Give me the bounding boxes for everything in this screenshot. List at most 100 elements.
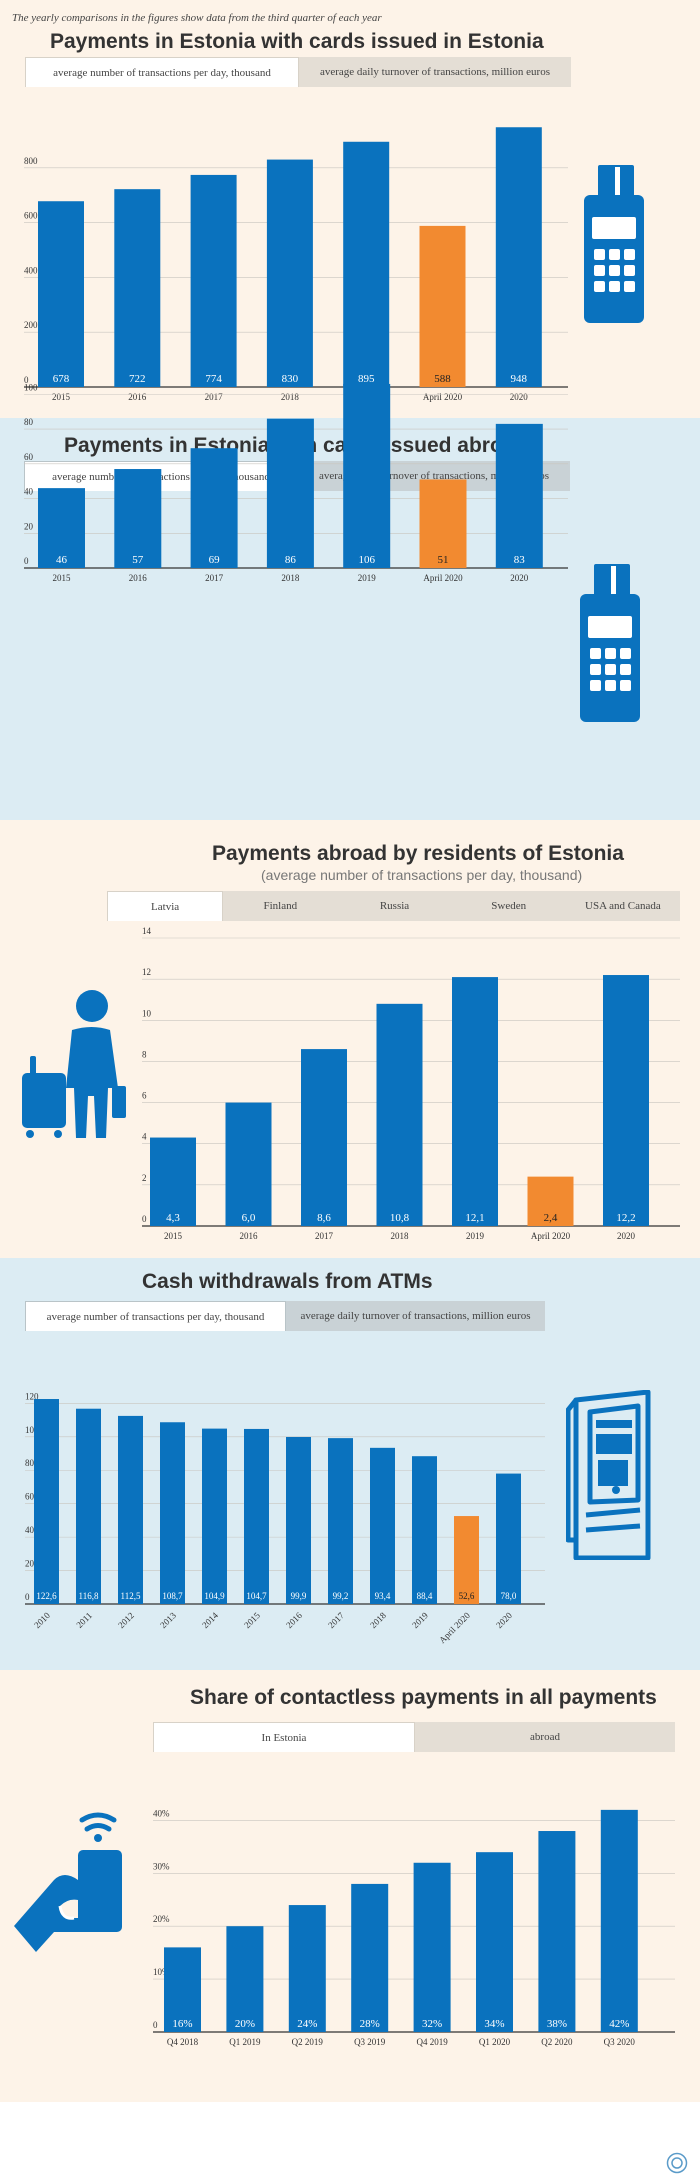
bar[interactable] bbox=[76, 1408, 101, 1604]
bar[interactable] bbox=[114, 189, 161, 387]
data-label: 34% bbox=[484, 2018, 504, 2030]
bar[interactable] bbox=[286, 1436, 311, 1604]
tab-latvia[interactable]: Latvia bbox=[107, 891, 224, 921]
data-label: 106 bbox=[358, 554, 375, 566]
bar[interactable] bbox=[370, 1447, 395, 1604]
bar[interactable] bbox=[244, 1428, 269, 1604]
data-label: 948 bbox=[511, 373, 528, 385]
x-tick-label: 2013 bbox=[158, 1610, 178, 1630]
bar[interactable] bbox=[495, 127, 542, 388]
card-terminal-icon bbox=[580, 564, 640, 722]
bar[interactable] bbox=[376, 1003, 423, 1226]
x-tick-label: 2016 bbox=[284, 1610, 304, 1630]
y-tick-label: 40 bbox=[24, 487, 34, 497]
y-tick-label: 600 bbox=[24, 211, 38, 221]
bar[interactable] bbox=[288, 1905, 326, 2032]
data-label: 2,4 bbox=[544, 1212, 558, 1224]
bar[interactable] bbox=[476, 1852, 513, 2032]
y-tick-label: 20 bbox=[25, 1559, 35, 1569]
bank-logo-icon bbox=[666, 2152, 688, 2174]
y-tick-label: 200 bbox=[24, 320, 38, 330]
x-tick-label: 2020 bbox=[494, 1610, 514, 1630]
bar[interactable] bbox=[118, 1415, 143, 1604]
x-tick-label: Q3 2020 bbox=[604, 2037, 636, 2047]
y-tick-label: 0 bbox=[153, 2020, 158, 2030]
tab-finland[interactable]: Finland bbox=[223, 891, 338, 921]
bar[interactable] bbox=[301, 1049, 347, 1226]
bar[interactable] bbox=[190, 174, 237, 387]
bar-chart: 0 2 4 6 8 10 12 14 4,3 2015 6,0 2016 8,6 2017 10,8 2018… bbox=[142, 926, 680, 1241]
x-tick-label: 2012 bbox=[116, 1610, 136, 1630]
bar[interactable] bbox=[495, 423, 543, 568]
bar[interactable] bbox=[419, 225, 466, 387]
x-tick-label: 2018 bbox=[368, 1610, 388, 1630]
data-label: 116,8 bbox=[79, 1591, 99, 1601]
bar[interactable] bbox=[412, 1456, 437, 1604]
bar[interactable] bbox=[38, 201, 84, 387]
data-label: 42% bbox=[609, 2018, 629, 2030]
tab-transactions[interactable]: average number of transactions per day, … bbox=[25, 1301, 286, 1331]
x-tick-label: 2015 bbox=[242, 1610, 262, 1630]
data-label: 88,4 bbox=[417, 1591, 433, 1601]
data-label: 99,9 bbox=[291, 1591, 307, 1601]
tab-abroad[interactable]: abroad bbox=[415, 1722, 675, 1752]
tab-transactions[interactable]: average number of transactions per day, … bbox=[25, 57, 299, 87]
section-subtitle: (average number of transactions per day,… bbox=[261, 867, 583, 883]
tab-usa-canada[interactable]: USA and Canada bbox=[565, 891, 681, 921]
bar[interactable] bbox=[114, 469, 162, 568]
data-label: 38% bbox=[547, 2018, 567, 2030]
x-tick-label: 2011 bbox=[74, 1610, 94, 1630]
bar[interactable] bbox=[266, 159, 313, 387]
bar[interactable] bbox=[413, 1862, 451, 2032]
data-label: 12,2 bbox=[616, 1212, 635, 1224]
bar[interactable] bbox=[190, 448, 238, 568]
bar[interactable] bbox=[527, 1176, 574, 1226]
bar-chart: 0 20 40 60 80 100 120 122,6 2010 116,8 2011 112,5 20… bbox=[25, 1391, 545, 1645]
bar[interactable] bbox=[266, 418, 314, 568]
bar[interactable] bbox=[160, 1422, 185, 1604]
bar[interactable] bbox=[202, 1428, 227, 1604]
x-tick-label: Q2 2019 bbox=[292, 2037, 324, 2047]
y-tick-label: 100 bbox=[25, 1425, 39, 1435]
data-label: 99,2 bbox=[333, 1591, 349, 1601]
y-tick-label: 0 bbox=[142, 1214, 147, 1224]
bar[interactable] bbox=[343, 141, 390, 387]
data-label: 20% bbox=[235, 2018, 255, 2030]
bar[interactable] bbox=[496, 1473, 521, 1604]
bar[interactable] bbox=[225, 1102, 272, 1226]
bar[interactable] bbox=[603, 975, 649, 1226]
x-tick-label: 2018 bbox=[281, 573, 300, 583]
data-label: 722 bbox=[129, 373, 146, 385]
bar[interactable] bbox=[38, 488, 85, 568]
bar[interactable] bbox=[419, 479, 467, 568]
x-tick-label: 2019 bbox=[358, 573, 377, 583]
bar[interactable] bbox=[226, 1926, 264, 2032]
bar[interactable] bbox=[452, 977, 498, 1226]
bar[interactable] bbox=[343, 383, 391, 568]
card-terminal-icon bbox=[584, 165, 644, 323]
bar[interactable] bbox=[34, 1399, 59, 1604]
bar[interactable] bbox=[150, 1137, 196, 1226]
metric-tabs: average number of transactions per day, … bbox=[25, 1301, 545, 1331]
bar[interactable] bbox=[351, 1883, 389, 2032]
tab-turnover[interactable]: average daily turnover of transactions, … bbox=[286, 1301, 545, 1331]
bar[interactable] bbox=[538, 1831, 576, 2032]
bar[interactable] bbox=[328, 1438, 353, 1604]
bar[interactable] bbox=[454, 1516, 479, 1604]
y-tick-label: 400 bbox=[24, 265, 38, 275]
tab-turnover[interactable]: average daily turnover of transactions, … bbox=[299, 57, 571, 87]
data-label: 93,4 bbox=[375, 1591, 391, 1601]
bar[interactable] bbox=[600, 1809, 638, 2032]
data-label: 774 bbox=[205, 373, 222, 385]
x-tick-label: Q4 2019 bbox=[416, 2037, 448, 2047]
x-tick-label: Q4 2018 bbox=[167, 2037, 199, 2047]
data-label: 69 bbox=[209, 554, 221, 566]
tab-in-estonia[interactable]: In Estonia bbox=[153, 1722, 415, 1752]
tab-russia[interactable]: Russia bbox=[337, 891, 452, 921]
tab-sweden[interactable]: Sweden bbox=[451, 891, 566, 921]
x-tick-label: Q1 2019 bbox=[229, 2037, 261, 2047]
data-label: 10,8 bbox=[390, 1212, 410, 1224]
bar[interactable] bbox=[164, 1947, 201, 2032]
contactless-phone-icon bbox=[14, 1812, 122, 1952]
x-tick-label: 2015 bbox=[52, 392, 71, 402]
